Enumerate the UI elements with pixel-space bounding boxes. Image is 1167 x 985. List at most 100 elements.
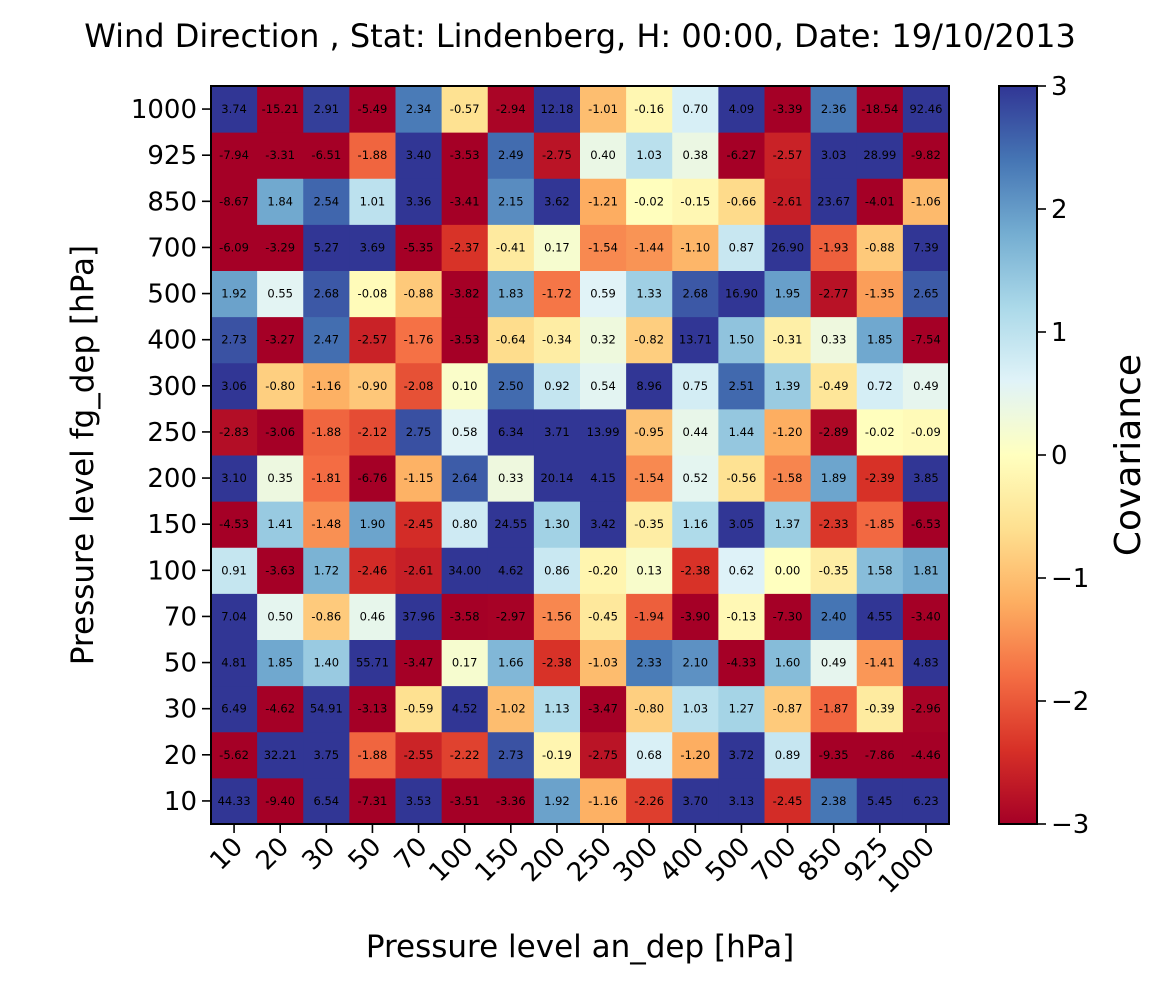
heatmap-cell-value: 0.54	[590, 379, 616, 393]
heatmap-cell	[856, 593, 904, 640]
heatmap-cell-value: -2.38	[680, 563, 710, 577]
heatmap-cell	[487, 547, 535, 594]
heatmap-cell	[395, 270, 443, 318]
heatmap-cell	[257, 408, 304, 456]
heatmap-cell	[902, 132, 950, 179]
heatmap-cell	[441, 501, 489, 548]
heatmap-cell	[580, 685, 627, 733]
heatmap-cell-value: 3.72	[729, 748, 755, 762]
heatmap-cell-value: -2.77	[819, 287, 849, 301]
y-tick-label: 1000	[131, 95, 197, 125]
heatmap-cell	[395, 316, 443, 364]
heatmap-cell-value: 0.55	[267, 287, 293, 301]
heatmap-cell-value: 1.33	[636, 287, 662, 301]
heatmap-cell	[533, 224, 581, 271]
heatmap-cell	[764, 224, 812, 271]
heatmap-cell-value: -18.54	[861, 102, 898, 116]
heatmap-cell-value: -1.76	[404, 333, 434, 347]
heatmap-cell-value: -2.57	[773, 148, 803, 162]
heatmap-cell-value: 4.83	[913, 656, 939, 670]
heatmap-cell-value: -3.40	[911, 609, 941, 623]
heatmap-cell-value: -1.20	[680, 748, 710, 762]
heatmap-cell	[718, 224, 765, 271]
heatmap-cell	[718, 178, 765, 225]
heatmap-cell-value: 0.44	[683, 425, 709, 439]
heatmap-cell	[718, 547, 765, 594]
heatmap-cell-value: 23.67	[817, 194, 850, 208]
heatmap-cell-value: 1.89	[821, 471, 847, 485]
heatmap-cell	[626, 731, 673, 779]
heatmap-cell-value: -0.88	[865, 240, 895, 254]
heatmap-cell	[395, 777, 443, 825]
heatmap-cell-value: 1.44	[729, 425, 755, 439]
heatmap-cell	[349, 224, 396, 271]
heatmap-cell	[303, 455, 350, 502]
heatmap-cell-value: -0.15	[680, 194, 710, 208]
heatmap-cell	[303, 408, 350, 456]
heatmap-cell	[672, 639, 719, 687]
heatmap-cell	[580, 547, 627, 594]
heatmap-cell-value: -3.47	[404, 656, 434, 670]
heatmap-cell	[902, 270, 950, 318]
colorbar-ticks: 3 2 1 0 −1 −2 −3	[1037, 72, 1089, 840]
heatmap-cell-value: -0.16	[634, 102, 664, 116]
heatmap-cell	[349, 777, 396, 825]
heatmap-cell-value: 4.55	[867, 609, 893, 623]
heatmap-cell-value: 0.70	[683, 102, 709, 116]
colorbar-tick-label: 3	[1051, 72, 1068, 102]
heatmap-cell-value: -2.26	[634, 794, 664, 808]
heatmap-cell-value: -1.94	[634, 609, 664, 623]
heatmap-cell-value: 2.50	[498, 379, 524, 393]
y-tick-label: 925	[147, 141, 197, 171]
heatmap-cell	[672, 547, 719, 594]
heatmap-cell-value: 0.92	[544, 379, 570, 393]
heatmap-cell-value: 0.35	[267, 471, 293, 485]
heatmap-cell	[810, 224, 858, 271]
heatmap-cell-value: -3.41	[450, 194, 480, 208]
heatmap-cell-value: -0.41	[496, 240, 526, 254]
heatmap-cell	[810, 362, 858, 410]
heatmap-cell-value: 3.42	[590, 517, 616, 531]
heatmap-cell-value: -2.55	[404, 748, 434, 762]
heatmap-cell-value: 8.96	[636, 379, 662, 393]
heatmap-cell	[902, 316, 950, 364]
heatmap-cell	[303, 224, 350, 271]
heatmap-cell-value: 2.15	[498, 194, 524, 208]
y-tick-label: 850	[147, 187, 197, 217]
heatmap-cell-value: 7.39	[913, 240, 939, 254]
heatmap-cell	[533, 86, 581, 133]
heatmap-cell-value: -0.45	[588, 609, 618, 623]
colorbar-tick-label: −1	[1051, 564, 1089, 594]
heatmap-cell-value: 1.95	[775, 287, 801, 301]
x-tick-label: 250	[562, 832, 618, 888]
heatmap-cell	[303, 639, 350, 687]
heatmap-cell	[211, 86, 258, 133]
heatmap-cell-value: -4.62	[265, 702, 295, 716]
heatmap-cell	[626, 316, 673, 364]
heatmap-cell	[349, 178, 396, 225]
heatmap-cell	[303, 547, 350, 594]
heatmap-cell	[395, 408, 443, 456]
heatmap-cell	[349, 685, 396, 733]
heatmap-cell-value: -1.93	[819, 240, 849, 254]
heatmap-cell	[810, 547, 858, 594]
heatmap-cell	[718, 685, 765, 733]
heatmap-cell-value: 1.90	[360, 517, 386, 531]
heatmap-cell	[810, 685, 858, 733]
heatmap-cell-value: -4.46	[911, 748, 941, 762]
heatmap-cell	[626, 408, 673, 456]
heatmap-cell	[764, 547, 812, 594]
y-axis-label: Pressure level fg_dep [hPa]	[65, 245, 101, 665]
heatmap-cell-value: 1.50	[729, 333, 755, 347]
heatmap-cell-value: 1.03	[683, 702, 709, 716]
heatmap-cell	[533, 685, 581, 733]
heatmap-cell	[303, 777, 350, 825]
plot-frame	[210, 85, 950, 825]
heatmap-cell	[672, 501, 719, 548]
heatmap-cell-value: -0.02	[634, 194, 664, 208]
heatmap-cell	[211, 731, 258, 779]
heatmap-cell	[856, 270, 904, 318]
heatmap-cell-value: 0.91	[221, 563, 247, 577]
heatmap-cell-value: 0.33	[821, 333, 847, 347]
heatmap-cell	[487, 455, 535, 502]
